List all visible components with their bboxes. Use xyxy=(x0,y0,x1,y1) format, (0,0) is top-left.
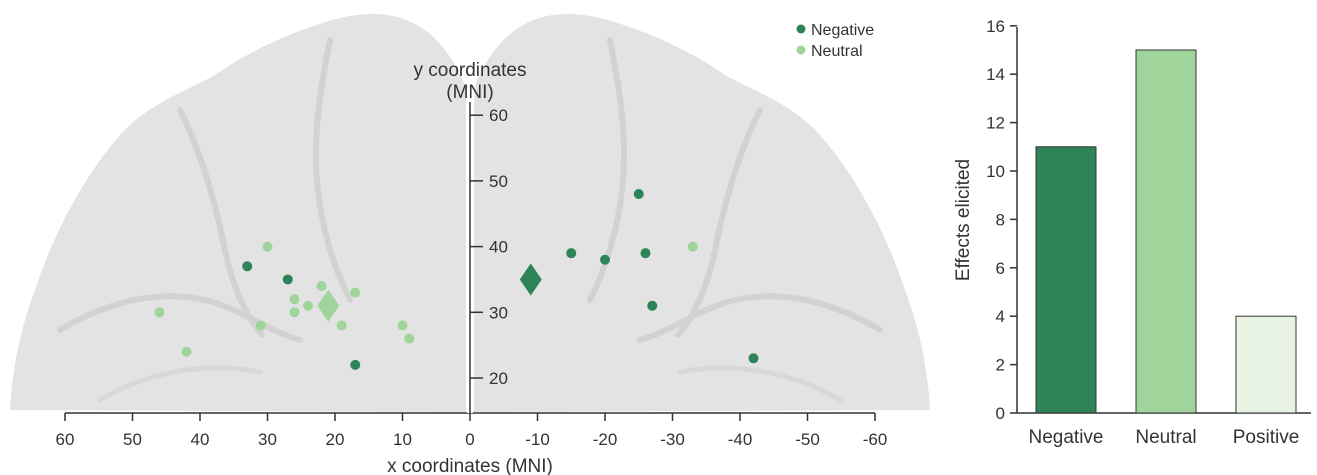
scatter-marks xyxy=(154,189,759,370)
neutral-point xyxy=(289,307,300,318)
y-tick-label: 60 xyxy=(489,106,508,125)
negative-mean-diamond xyxy=(519,263,542,296)
neutral-point xyxy=(154,307,165,318)
x-tick-label: 40 xyxy=(191,430,210,449)
brain-sulcus xyxy=(637,293,883,343)
bar-category-label: Positive xyxy=(1233,427,1300,448)
y-tick-label: 40 xyxy=(489,238,508,257)
x-tick-label: -50 xyxy=(795,430,820,449)
brain-sulcus xyxy=(677,365,843,403)
brain-sulcus xyxy=(587,37,628,303)
x-tick-label: 0 xyxy=(465,430,474,449)
bar-neutral xyxy=(1135,49,1197,414)
neutral-point xyxy=(397,320,408,331)
negative-point xyxy=(566,248,577,259)
y-tick-label: 30 xyxy=(489,303,508,322)
bar-y-tick-label: 16 xyxy=(986,17,1005,36)
bar-y-tick-label: 2 xyxy=(996,356,1005,375)
x-tick-label: -30 xyxy=(660,430,685,449)
bar-y-axis-title: Effects elicited xyxy=(953,159,974,281)
neutral-point xyxy=(262,241,273,252)
neutral-point xyxy=(181,346,192,357)
bar-positive xyxy=(1235,315,1297,414)
bar-y-tick-label: 4 xyxy=(996,307,1005,326)
bar-chart-marks: Negative Neutral Positive xyxy=(1029,49,1300,448)
brain-sulcus xyxy=(312,37,353,303)
x-tick-label: 30 xyxy=(258,430,277,449)
bar-chart-axes: 0 2 4 6 8 10 12 14 16 Effects elicited xyxy=(953,17,1311,423)
x-tick-label: 60 xyxy=(56,430,75,449)
bar-category-label: Neutral xyxy=(1135,427,1196,448)
negative-point xyxy=(640,248,651,259)
neutral-point xyxy=(336,320,347,331)
y-axis-title: y coordinates xyxy=(413,60,526,81)
bar-y-tick-label: 0 xyxy=(996,404,1005,423)
bar-y-tick-label: 12 xyxy=(986,114,1005,133)
y-tick-label: 20 xyxy=(489,369,508,388)
legend-negative-marker xyxy=(796,24,806,34)
brain-sulcus xyxy=(97,365,263,403)
x-tick-label: -10 xyxy=(525,430,550,449)
neutral-mean-diamond xyxy=(317,289,340,322)
neutral-point xyxy=(303,300,313,311)
x-axis-title: x coordinates (MNI) xyxy=(387,456,553,475)
brain-sulcus xyxy=(57,293,303,343)
neutral-point xyxy=(404,333,415,344)
negative-point xyxy=(242,261,253,272)
brain-sulcus xyxy=(675,107,763,338)
legend-neutral-label: Neutral xyxy=(811,43,863,60)
x-tick-label: -60 xyxy=(863,430,888,449)
bar-y-tick-label: 6 xyxy=(996,259,1005,278)
negative-point xyxy=(350,359,361,370)
neutral-point xyxy=(350,287,361,298)
bar-category-label: Negative xyxy=(1029,427,1104,448)
x-tick-label: -20 xyxy=(593,430,618,449)
negative-point xyxy=(748,353,759,364)
bar-y-tick-label: 10 xyxy=(986,162,1005,181)
negative-point xyxy=(633,189,644,200)
legend-negative-label: Negative xyxy=(811,22,874,39)
left-hemisphere-shape xyxy=(10,13,466,413)
x-tick-label: 50 xyxy=(123,430,142,449)
y-axis-title: (MNI) xyxy=(446,82,493,103)
negative-point xyxy=(647,300,658,311)
bar-y-tick-label: 14 xyxy=(986,65,1005,84)
y-tick-label: 50 xyxy=(489,172,508,191)
legend-neutral-marker xyxy=(796,45,806,55)
brain-sulcus xyxy=(177,107,265,338)
legend: Negative Neutral xyxy=(796,22,874,60)
right-hemisphere-shape xyxy=(474,13,930,413)
negative-point xyxy=(282,274,293,285)
neutral-point xyxy=(289,294,300,305)
bar-negative xyxy=(1035,146,1097,414)
neutral-point xyxy=(687,241,698,252)
scatter-axes: 60 50 40 30 20 10 0 -10 -20 -30 -40 -50 -60 x coordin… xyxy=(56,60,888,475)
x-tick-label: -40 xyxy=(728,430,753,449)
bar-y-tick-label: 8 xyxy=(996,210,1005,229)
neutral-point xyxy=(316,281,327,292)
x-tick-label: 10 xyxy=(393,430,412,449)
brain-illustration xyxy=(10,13,930,413)
negative-point xyxy=(600,254,610,265)
x-tick-label: 20 xyxy=(326,430,345,449)
neutral-point xyxy=(255,320,266,331)
